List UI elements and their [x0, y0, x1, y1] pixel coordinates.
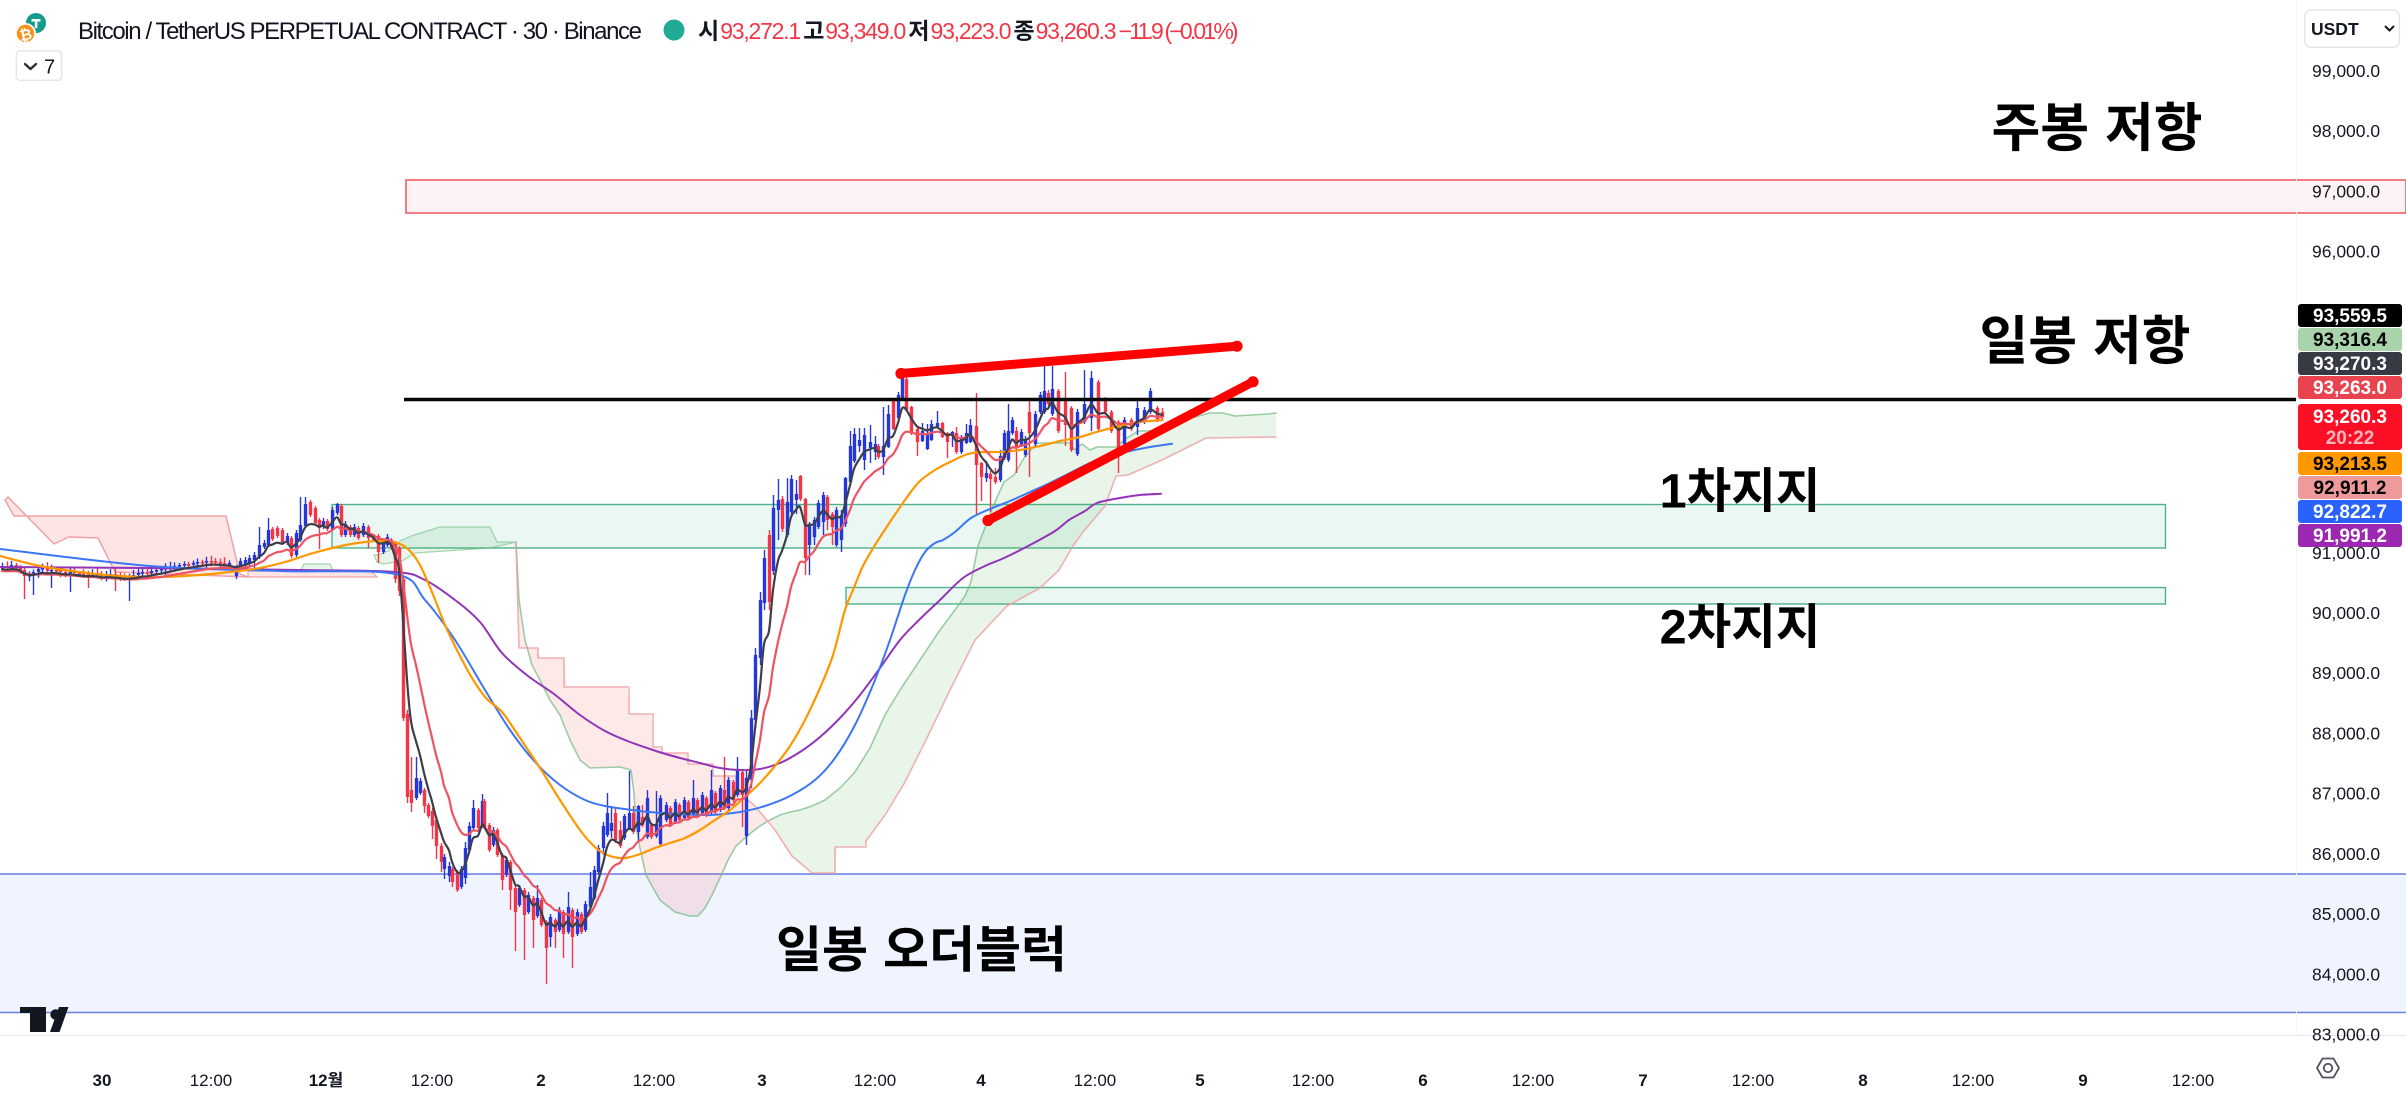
svg-text:84,000.0: 84,000.0 [2312, 964, 2380, 984]
svg-text:6: 6 [1418, 1071, 1427, 1090]
svg-text:12:00: 12:00 [411, 1071, 454, 1090]
svg-text:91,991.2: 91,991.2 [2313, 526, 2387, 547]
svg-text:12:00: 12:00 [190, 1071, 233, 1090]
svg-text:93,349.0: 93,349.0 [825, 18, 906, 44]
svg-text:2: 2 [536, 1071, 545, 1090]
svg-text:93,223.0: 93,223.0 [931, 18, 1012, 44]
svg-text:30: 30 [93, 1071, 112, 1090]
svg-text:7: 7 [1638, 1071, 1647, 1090]
svg-text:12:00: 12:00 [854, 1071, 897, 1090]
svg-text:1: 1 [1660, 465, 1687, 519]
svg-text:89,000.0: 89,000.0 [2312, 663, 2380, 683]
svg-text:91,000.0: 91,000.0 [2312, 543, 2380, 563]
svg-text:2: 2 [1660, 601, 1687, 655]
svg-text:93,559.5: 93,559.5 [2313, 306, 2387, 327]
svg-text:3: 3 [757, 1071, 766, 1090]
svg-text:99,000.0: 99,000.0 [2312, 61, 2380, 81]
svg-text:12:00: 12:00 [2172, 1071, 2215, 1090]
svg-text:93,270.3: 93,270.3 [2313, 354, 2387, 375]
svg-text:88,000.0: 88,000.0 [2312, 723, 2380, 743]
svg-text:92,822.7: 92,822.7 [2313, 502, 2387, 523]
svg-text:4: 4 [976, 1071, 986, 1090]
svg-text:12:00: 12:00 [633, 1071, 676, 1090]
svg-text:85,000.0: 85,000.0 [2312, 904, 2380, 924]
svg-text:₿: ₿ [18, 26, 34, 45]
svg-text:93,260.3: 93,260.3 [1036, 18, 1117, 44]
svg-text:7: 7 [44, 57, 55, 79]
svg-text:86,000.0: 86,000.0 [2312, 844, 2380, 864]
svg-text:97,000.0: 97,000.0 [2312, 181, 2380, 201]
svg-text:87,000.0: 87,000.0 [2312, 784, 2380, 804]
svg-text:5: 5 [1195, 1071, 1204, 1090]
svg-text:−11.9 (−0.01%): −11.9 (−0.01%) [1119, 18, 1239, 44]
svg-text:20:22: 20:22 [2326, 428, 2375, 449]
svg-text:96,000.0: 96,000.0 [2312, 242, 2380, 262]
svg-text:12:00: 12:00 [1074, 1071, 1117, 1090]
svg-text:12: 12 [309, 1071, 328, 1090]
svg-text:83,000.0: 83,000.0 [2312, 1025, 2380, 1045]
svg-text:93,213.5: 93,213.5 [2313, 454, 2387, 475]
svg-text:92,911.2: 92,911.2 [2314, 478, 2387, 499]
svg-text:12:00: 12:00 [1292, 1071, 1335, 1090]
svg-text:12:00: 12:00 [1512, 1071, 1555, 1090]
svg-text:93,316.4: 93,316.4 [2313, 330, 2387, 351]
svg-text:93,272.1: 93,272.1 [720, 18, 801, 44]
svg-text:Bitcoin / TetherUS PERPETUAL C: Bitcoin / TetherUS PERPETUAL CONTRACT · … [78, 18, 642, 45]
svg-text:98,000.0: 98,000.0 [2312, 121, 2380, 141]
svg-text:90,000.0: 90,000.0 [2312, 603, 2380, 623]
svg-text:8: 8 [1858, 1071, 1867, 1090]
svg-text:93,260.3: 93,260.3 [2313, 407, 2387, 428]
svg-text:12:00: 12:00 [1732, 1071, 1775, 1090]
svg-text:USDT: USDT [2311, 19, 2359, 39]
svg-text:9: 9 [2078, 1071, 2087, 1090]
svg-text:12:00: 12:00 [1952, 1071, 1995, 1090]
svg-text:93,263.0: 93,263.0 [2313, 378, 2387, 399]
